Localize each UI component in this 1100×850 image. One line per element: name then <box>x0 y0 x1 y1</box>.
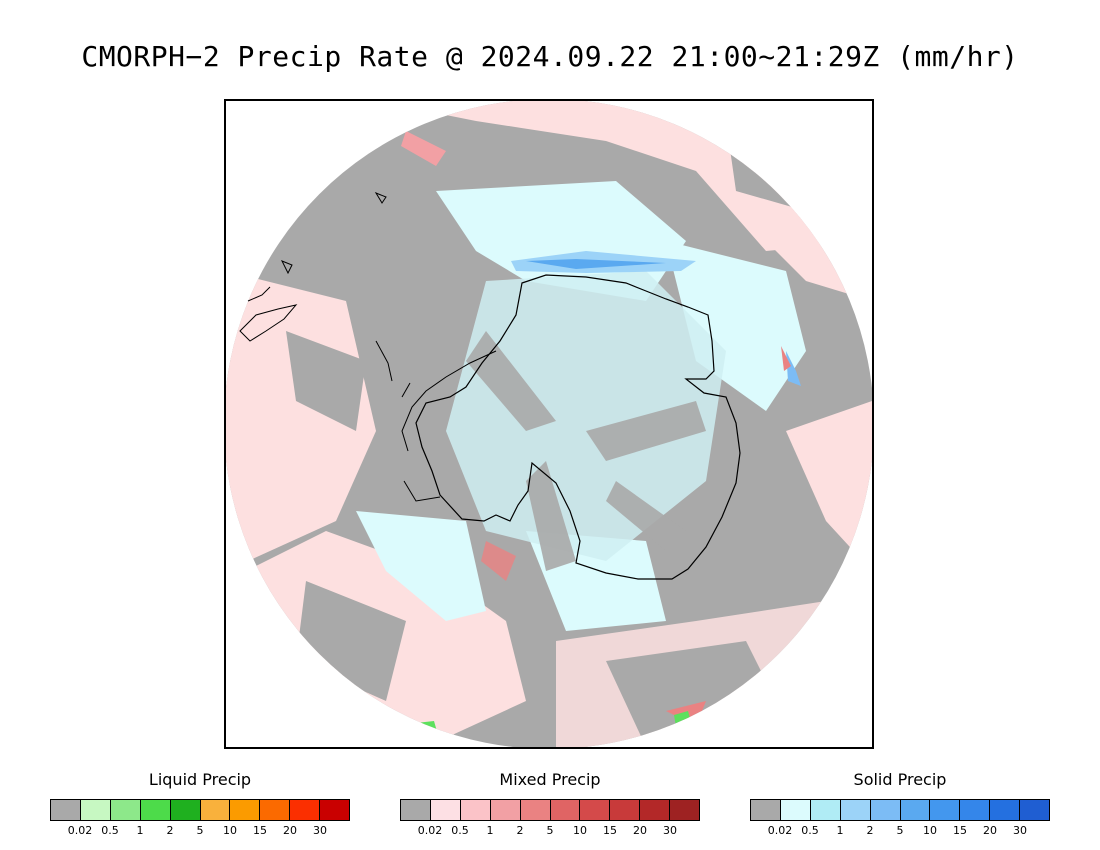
legend-swatch <box>320 800 350 820</box>
tick-labels: 0.02 0.5 1 2 5 10 15 20 30 <box>50 824 350 838</box>
legend-swatch <box>401 800 431 820</box>
legend-tick-label: 10 <box>573 824 587 837</box>
legend-title: Solid Precip <box>853 770 947 789</box>
legend-swatch <box>580 800 611 820</box>
legend-swatch <box>900 800 931 820</box>
legend-swatch <box>990 800 1021 820</box>
legend-tick-label: 5 <box>546 824 554 837</box>
legend-swatch <box>780 800 811 820</box>
legend-tick-label: 0.5 <box>801 824 819 837</box>
legend-swatch <box>290 800 321 820</box>
solid-band-blue <box>526 259 666 269</box>
mixed-spot-east <box>781 346 791 371</box>
legend-swatch <box>960 800 991 820</box>
color-bar <box>400 799 700 821</box>
precip-field <box>226 101 872 747</box>
polar-precip-map <box>224 99 874 749</box>
tick-labels: 0.02 0.5 1 2 5 10 15 20 30 <box>400 824 700 838</box>
legend-title: Liquid Precip <box>148 770 252 789</box>
legend-tick-label: 30 <box>663 824 677 837</box>
legend-swatch <box>51 800 81 820</box>
legend-tick-label: 15 <box>603 824 617 837</box>
legend-swatch <box>520 800 551 820</box>
antarctica-coastline <box>415 274 741 580</box>
map-title: CMORPH−2 Precip Rate @ 2024.09.22 21:00~… <box>81 40 1019 73</box>
legend-tick-label: 15 <box>253 824 267 837</box>
legend-tick-label: 2 <box>166 824 174 837</box>
solid-region-northeast <box>666 241 806 411</box>
legend-tick-label: 20 <box>283 824 297 837</box>
legend-swatch <box>670 800 700 820</box>
legend-swatch <box>260 800 291 820</box>
legend-tick-label: 5 <box>896 824 904 837</box>
mixed-spot-south <box>481 541 516 581</box>
gray-streak-4 <box>606 481 686 551</box>
mixed-spot-north <box>401 131 446 166</box>
gray-patch-1 <box>286 331 366 431</box>
legend-tick-label: 10 <box>923 824 937 837</box>
gray-streak-2 <box>586 401 706 461</box>
legend-tick-label: 15 <box>953 824 967 837</box>
gray-streak-3 <box>526 461 576 571</box>
legend-tick-label: 2 <box>516 824 524 837</box>
legend-solid: Solid Precip 0.02 0.5 1 2 5 10 15 20 30 <box>750 770 1050 838</box>
legend-tick-label: 1 <box>136 824 144 837</box>
legend-tick-label: 0.02 <box>767 824 793 837</box>
legend-tick-label: 5 <box>196 824 204 837</box>
solid-region-southwest <box>356 511 486 621</box>
legend-swatch <box>80 800 111 820</box>
legend-tick-label: 0.02 <box>417 824 443 837</box>
legend-tick-label: 0.5 <box>451 824 469 837</box>
island-outlines <box>280 191 387 275</box>
legend-swatch <box>640 800 671 820</box>
legend-tick-label: 0.5 <box>101 824 119 837</box>
legend-swatch <box>490 800 521 820</box>
legend-swatch <box>460 800 491 820</box>
legend-tick-label: 20 <box>983 824 997 837</box>
solid-spot-east <box>786 351 801 386</box>
solid-region-central <box>446 271 726 561</box>
legend-tick-label: 20 <box>633 824 647 837</box>
legend-swatch <box>930 800 961 820</box>
legend-swatch <box>751 800 781 820</box>
legend-tick-label: 0.02 <box>67 824 93 837</box>
legend-swatch <box>870 800 901 820</box>
legend-swatch <box>140 800 171 820</box>
legend-tick-label: 2 <box>866 824 874 837</box>
mixed-region-east <box>786 401 872 571</box>
liquid-spot-1 <box>416 721 438 741</box>
legend-tick-label: 1 <box>486 824 494 837</box>
legend-swatch <box>430 800 461 820</box>
legend-swatch <box>110 800 141 820</box>
legend-swatch <box>840 800 871 820</box>
legend-swatch <box>170 800 201 820</box>
legend-tick-label: 30 <box>313 824 327 837</box>
color-bar <box>50 799 350 821</box>
antarctic-peninsula-coastline <box>375 340 497 502</box>
legend-swatch <box>610 800 641 820</box>
legend-tick-label: 30 <box>1013 824 1027 837</box>
legend-swatch <box>550 800 581 820</box>
legend-tick-label: 1 <box>836 824 844 837</box>
mixed-region-west <box>226 271 376 571</box>
legend-swatch <box>200 800 231 820</box>
legend-tick-label: 10 <box>223 824 237 837</box>
south-america-coastline <box>239 286 298 342</box>
legend-mixed: Mixed Precip 0.02 0.5 1 2 5 10 15 20 30 <box>400 770 700 838</box>
legend-liquid: Liquid Precip 0.02 0.5 1 2 5 10 15 20 30 <box>50 770 350 838</box>
legend-swatch <box>810 800 841 820</box>
legend-swatch <box>1020 800 1050 820</box>
color-bar <box>750 799 1050 821</box>
legend-title: Mixed Precip <box>499 770 601 789</box>
legend-swatch <box>230 800 261 820</box>
map-canvas <box>226 101 872 747</box>
tick-labels: 0.02 0.5 1 2 5 10 15 20 30 <box>750 824 1050 838</box>
